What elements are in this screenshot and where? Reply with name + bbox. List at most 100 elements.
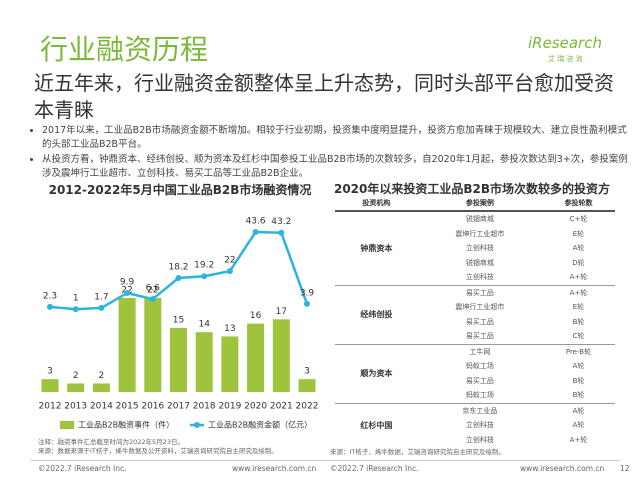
bar-label: 16 <box>250 311 262 321</box>
table-cell: A+轮 <box>541 284 615 300</box>
table-cell: A轮 <box>541 402 615 418</box>
table-cell: 蚂蚁工场 <box>465 362 494 371</box>
line-point <box>201 273 208 280</box>
table-cell: A轮 <box>572 421 585 430</box>
table-row: 蚂蚁工场 A轮 <box>335 359 615 374</box>
line-point <box>149 296 156 303</box>
footer-copyright: ©2022.7 iResearch Inc. <box>330 464 419 473</box>
bullet: 从投资方看，钟鼎资本、经纬创投、顺为资本及红杉中国参投工业品B2B市场的次数较多… <box>42 153 632 181</box>
notes: 注释：融资事件汇总截至时间为2022年5月23日。 来源：数据来源于IT桔子，烯… <box>38 438 328 456</box>
bullet: 2017年以来，工业品B2B市场融资金额不断增加。相较于行业初期，投资集中度明显… <box>42 124 632 152</box>
table-cell: C+轮 <box>569 215 588 224</box>
logo: iResearch <box>528 34 602 52</box>
point-label: 43.2 <box>271 217 291 227</box>
chart: 2012 2013 2014 2015 2016 2017 2018 2019 2020 2021… <box>39 217 319 430</box>
x-tick-label: 2020 <box>244 402 267 412</box>
table-row: 蚂蚁工场 B轮 <box>335 388 615 403</box>
table-cell: 立创科技 <box>465 273 494 282</box>
table-cell: 震坤行工业超市 <box>455 229 505 238</box>
legend-swatch <box>194 422 200 428</box>
table-cell: 工牛网 <box>417 343 542 359</box>
bar-label: 14 <box>198 320 210 330</box>
table-row: 易买工品 C轮 <box>335 329 615 344</box>
line-point <box>98 304 105 311</box>
investor-cell: 钟鼎资本 <box>360 243 393 253</box>
bar-label: 22 <box>147 286 158 296</box>
x-tick-label: 2013 <box>64 402 87 412</box>
table-cell: 易买工品 <box>417 284 542 300</box>
legend-swatch <box>60 421 74 429</box>
table-cell: 京东工业品 <box>417 402 542 418</box>
column-header: 参投轮数 <box>541 196 615 212</box>
investor-cell: 顺为资本 <box>335 343 418 403</box>
table-cell: A+轮 <box>569 273 588 282</box>
bar-label: 15 <box>173 315 184 325</box>
bar <box>272 319 290 392</box>
investor-cell: 经纬创投 <box>335 284 418 344</box>
line-point <box>72 306 79 313</box>
table-cell: E轮 <box>572 229 585 238</box>
table-cell: D轮 <box>572 258 585 267</box>
table-cell: A轮 <box>572 362 585 371</box>
table-cell: 锐锢商城 <box>465 258 494 267</box>
footer-url: www.iresearch.com.cn <box>232 464 317 473</box>
bar-label: 2 <box>73 371 79 381</box>
logo-sub: 艾 瑞 咨 询 <box>548 55 583 63</box>
column-header: 参投案例 <box>417 196 542 212</box>
table-row: 立创科技 A轮 <box>335 241 615 256</box>
x-tick-label: 2018 <box>193 402 216 412</box>
bar <box>67 383 85 392</box>
line-point <box>175 275 182 282</box>
x-tick-label: 2021 <box>270 402 293 412</box>
line-point <box>124 290 131 297</box>
table-cell: E轮 <box>572 303 585 312</box>
table-row: 锐锢商城 D轮 <box>335 256 615 271</box>
table-row: 顺为资本 工牛网 Pre-B轮 <box>335 343 615 403</box>
table-row: 易买工品 B轮 <box>335 315 615 330</box>
x-tick-label: 2022 <box>296 402 319 412</box>
line-point <box>47 303 53 310</box>
table-row: 震坤行工业超市 E轮 <box>335 300 615 315</box>
bar-label: 17 <box>276 307 287 317</box>
bar <box>195 332 213 392</box>
bar <box>118 298 136 392</box>
bar-label: 2 <box>99 371 105 381</box>
note: 来源：数据来源于IT桔子，烯牛数据及公开资料，艾瑞咨询研究院自主研究及绘制。 <box>38 447 278 455</box>
legend-label: 工业品B2B融资事件（件） <box>78 420 174 430</box>
table-cell: 锐锢商城 <box>465 215 494 224</box>
bar <box>221 336 239 392</box>
point-label: 19.2 <box>194 261 214 271</box>
table-cell: B轮 <box>572 391 585 400</box>
investor-cell: 红杉中国 <box>335 402 418 447</box>
x-tick-label: 2019 <box>218 402 241 412</box>
table-row: 立创科技 A+轮 <box>335 270 615 285</box>
table-cell: B轮 <box>572 376 585 385</box>
x-tick-label: 2015 <box>116 402 139 412</box>
bar <box>298 379 316 392</box>
bar-label: 13 <box>224 324 235 334</box>
point-label: 1 <box>73 294 79 304</box>
table-row: 震坤行工业超市 E轮 <box>335 227 615 242</box>
bullets: 2017年以来，工业品B2B市场融资金额不断增加。相较于行业初期，投资集中度明显… <box>28 124 632 182</box>
table-cell: B轮 <box>572 317 585 326</box>
table-cell: C轮 <box>572 332 585 341</box>
line-point <box>252 229 259 235</box>
bar <box>92 383 110 392</box>
table-cell: 立创科技 <box>465 435 494 444</box>
table-title: 2020年以来投资工业品B2B市场次数较多的投资方 <box>333 182 611 196</box>
table-cell: A+轮 <box>569 435 588 444</box>
table-cell: A轮 <box>572 244 585 253</box>
table-row: 钟鼎资本 锐锢商城 C+轮 <box>335 211 615 253</box>
bar <box>247 323 265 392</box>
x-tick-label: 2016 <box>141 402 164 412</box>
line-point <box>226 268 233 275</box>
table-row: 立创科技 A轮 <box>335 418 615 433</box>
chart-title: 2012-2022年5月中国工业品B2B市场融资情况 <box>48 183 312 197</box>
table-cell: 震坤行工业超市 <box>455 303 505 312</box>
point-label: 1.7 <box>94 292 108 302</box>
footer-rule <box>30 460 620 461</box>
table-row: 立创科技 A+轮 <box>335 433 615 448</box>
x-tick-label: 2012 <box>39 402 62 412</box>
table-cell: 立创科技 <box>465 244 494 253</box>
